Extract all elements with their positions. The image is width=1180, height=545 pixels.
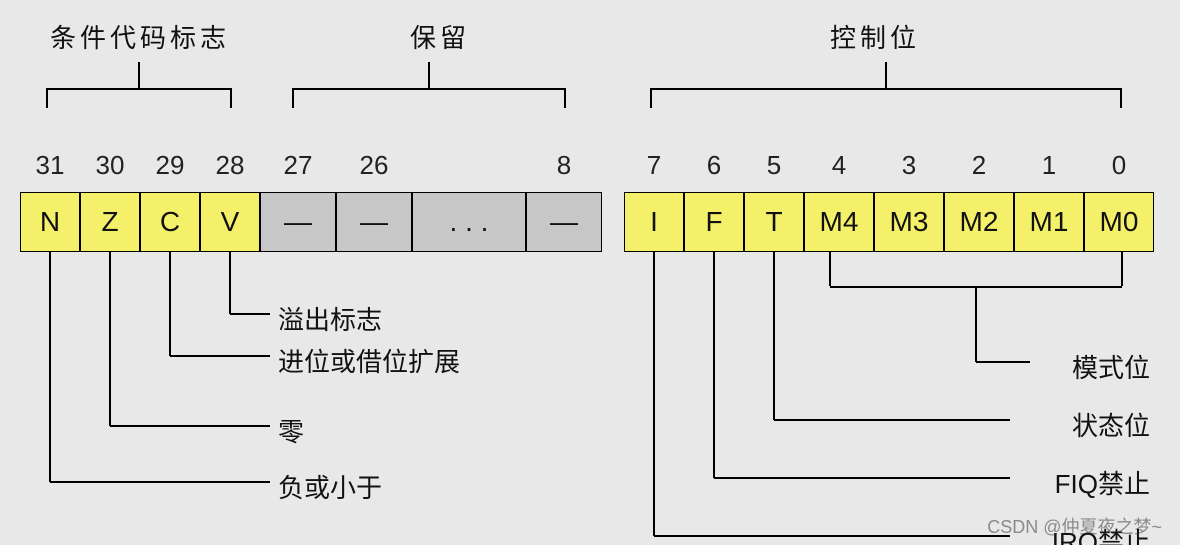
annot-left-text-3: 负或小于	[278, 468, 382, 505]
bit-cell-b4: M4	[804, 192, 874, 252]
bit-number-b31: 31	[36, 150, 65, 181]
bit-cell-b28: V	[200, 192, 260, 252]
annot-right-vline-2	[713, 252, 715, 478]
annot-left-text-0: 溢出标志	[278, 300, 382, 337]
section-bracket-resv	[292, 88, 566, 90]
bit-number-b2: 2	[972, 150, 986, 181]
bit-cell-b1: M1	[1014, 192, 1084, 252]
section-label-resv: 保留	[410, 18, 470, 55]
annot-left-hline-3	[50, 481, 270, 483]
bit-cell-b5: T	[744, 192, 804, 252]
annot-right-text-0: 模式位	[1072, 348, 1150, 385]
annot-left-hline-0	[230, 313, 270, 315]
bit-number-b28: 28	[216, 150, 245, 181]
bit-cell-b7: I	[624, 192, 684, 252]
bit-cell-r27: —	[260, 192, 336, 252]
bit-cell-r26: —	[336, 192, 412, 252]
bit-cell-b29: C	[140, 192, 200, 252]
bit-cell-b6: F	[684, 192, 744, 252]
annot-right-hline-3	[654, 535, 1010, 537]
annot-left-text-2: 零	[278, 412, 304, 449]
annot-left-vline-0	[229, 252, 231, 314]
bit-cell-b30: Z	[80, 192, 140, 252]
annot-left-hline-1	[170, 355, 270, 357]
mode-bracket-lead	[976, 361, 1030, 363]
annot-left-text-1: 进位或借位扩展	[278, 342, 460, 379]
annot-right-text-1: 状态位	[1072, 406, 1150, 443]
bit-number-b1: 1	[1042, 150, 1056, 181]
annot-left-vline-3	[49, 252, 51, 482]
annot-left-vline-1	[169, 252, 171, 356]
watermark: CSDN @仲夏夜之梦~	[987, 513, 1162, 539]
bit-number-b4: 4	[832, 150, 846, 181]
section-bracket-stem-ctrl	[885, 62, 887, 88]
section-bracket-ctrl	[650, 88, 1122, 90]
annot-right-vline-3	[653, 252, 655, 536]
bit-number-b3: 3	[902, 150, 916, 181]
bit-number-b29: 29	[156, 150, 185, 181]
section-label-cond: 条件代码标志	[50, 18, 230, 55]
bit-cell-b2: M2	[944, 192, 1014, 252]
section-bracket-stem-resv	[428, 62, 430, 88]
mode-bracket-stem	[975, 286, 977, 362]
bit-number-r27: 27	[284, 150, 313, 181]
mode-bracket-vl	[829, 252, 831, 286]
bit-number-r8: 8	[557, 150, 571, 181]
bit-number-b7: 7	[647, 150, 661, 181]
section-label-ctrl: 控制位	[830, 18, 920, 55]
bit-number-b30: 30	[96, 150, 125, 181]
bit-cell-b3: M3	[874, 192, 944, 252]
annot-right-text-2: FIQ禁止	[1055, 464, 1150, 501]
annot-right-hline-1	[774, 419, 1010, 421]
bit-cell-rdd: . . .	[412, 192, 526, 252]
bit-number-b6: 6	[707, 150, 721, 181]
mode-bracket-vr	[1121, 252, 1123, 286]
annot-right-vline-1	[773, 252, 775, 420]
bit-number-r26: 26	[360, 150, 389, 181]
section-bracket-cond	[46, 88, 232, 90]
bit-cell-b31: N	[20, 192, 80, 252]
annot-right-hline-2	[714, 477, 1010, 479]
annot-left-hline-2	[110, 425, 270, 427]
bit-cell-b0: M0	[1084, 192, 1154, 252]
bit-number-b5: 5	[767, 150, 781, 181]
bit-cell-r8: —	[526, 192, 602, 252]
bit-number-b0: 0	[1112, 150, 1126, 181]
annot-left-vline-2	[109, 252, 111, 426]
section-bracket-stem-cond	[138, 62, 140, 88]
